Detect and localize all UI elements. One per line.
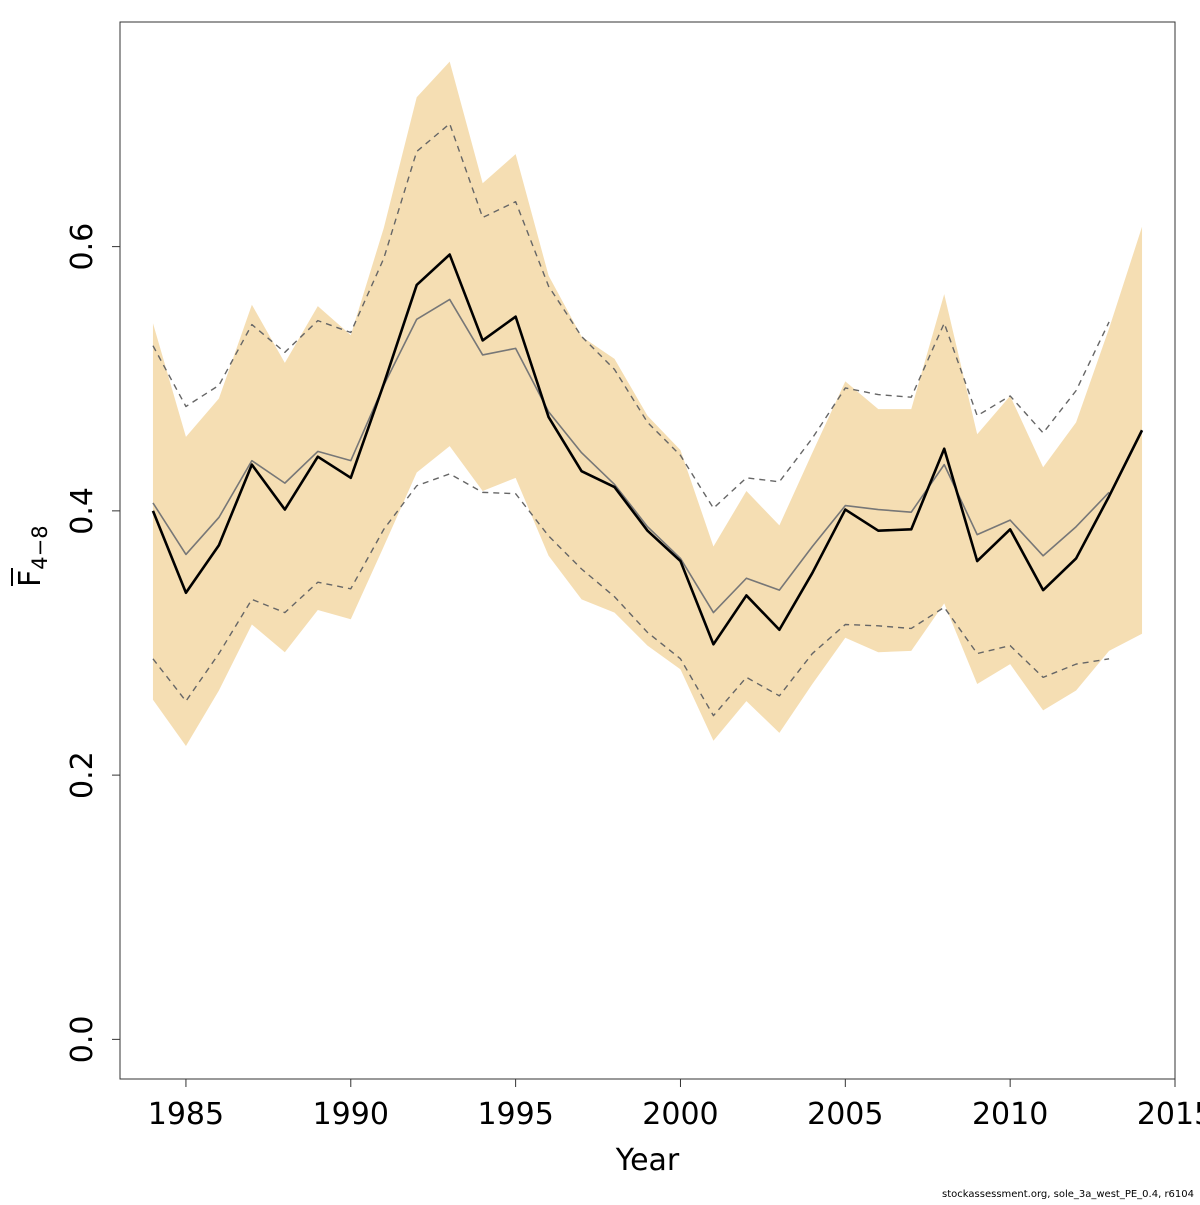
y-axis-title-main: F [13, 570, 48, 587]
y-axis-title-subscript: 4−8 [28, 525, 52, 569]
y-tick-label: 0.0 [65, 1016, 100, 1064]
lower-bound-series-line [152, 473, 1110, 717]
main-series-line [151, 253, 1144, 646]
footer-note: stockassessment.org, sole_3a_west_PE_0.4… [942, 1189, 1194, 1200]
x-tick-label: 2000 [642, 1097, 718, 1132]
x-tick-label: 1995 [477, 1097, 553, 1132]
alt-series-line [152, 298, 1110, 614]
y-axis-title-text: F4−8 [13, 525, 52, 587]
y-axis-title: F4−8 [11, 525, 52, 587]
x-tick-label: 1990 [313, 1097, 389, 1132]
y-tick-label: 0.6 [65, 223, 100, 271]
x-axis-title: Year [615, 1143, 680, 1178]
confidence-band-layer [152, 61, 1143, 747]
confidence-band [152, 61, 1143, 747]
x-tick-label: 1985 [148, 1097, 224, 1132]
series-lines-layer [151, 123, 1144, 717]
x-tick-label: 2010 [972, 1097, 1048, 1132]
x-tick-label: 2005 [807, 1097, 883, 1132]
y-axis: 0.0 0.2 0.4 0.6 [65, 223, 121, 1064]
x-tick-label: 2015 [1137, 1097, 1200, 1132]
y-tick-label: 0.4 [65, 487, 100, 535]
x-axis: 1985 1990 1995 2000 2005 2010 2015 [148, 1078, 1200, 1132]
y-tick-label: 0.2 [65, 751, 100, 799]
upper-bound-series-line [152, 123, 1110, 509]
